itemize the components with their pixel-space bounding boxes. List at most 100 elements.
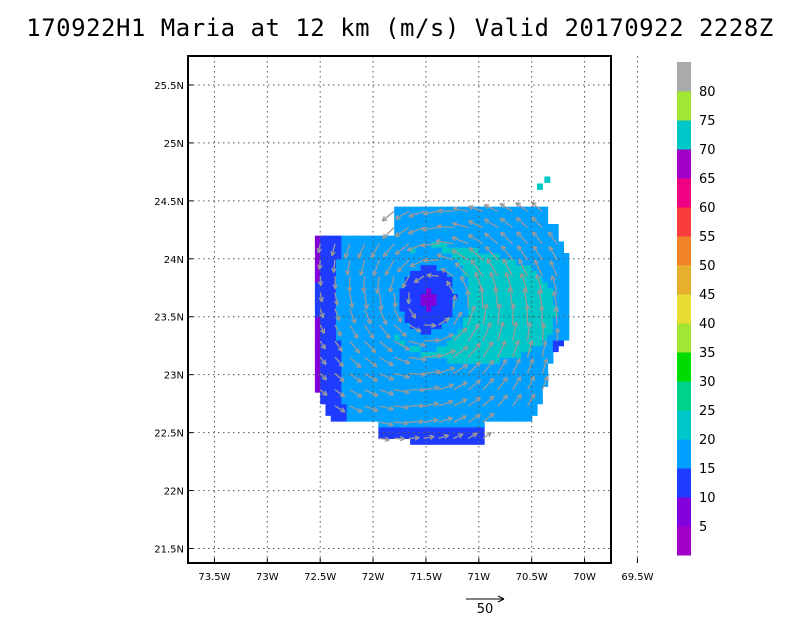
wind-speed-cell <box>447 328 453 335</box>
wind-speed-cell <box>499 386 506 393</box>
x-tick-label: 72W <box>362 572 385 583</box>
wind-speed-cell <box>362 247 369 254</box>
wind-speed-cell <box>468 253 475 260</box>
wind-speed-cell <box>484 334 490 341</box>
wind-speed-cell <box>410 206 416 214</box>
wind-vector <box>438 416 453 423</box>
wind-speed-cell <box>510 264 517 271</box>
wind-speed-cell <box>484 409 490 416</box>
wind-speed-cell <box>420 229 427 237</box>
wind-speed-cell <box>383 247 390 254</box>
wind-speed-cell <box>346 264 353 271</box>
wind-speed-cell <box>425 229 432 237</box>
wind-speed-cell <box>346 310 353 318</box>
wind-speed-cell <box>473 328 480 335</box>
wind-speed-cell <box>499 293 506 300</box>
wind-speed-cell <box>468 264 475 271</box>
x-tick-label: 70.5W <box>516 572 548 583</box>
wind-speed-cell <box>473 438 480 445</box>
wind-speed-cell <box>552 247 559 254</box>
wind-speed-cell <box>505 316 512 324</box>
wind-vector <box>318 292 324 303</box>
wind-speed-cell <box>314 281 321 289</box>
wind-speed-cell <box>484 392 490 399</box>
wind-speed-cell <box>478 281 485 289</box>
wind-speed-cell <box>341 270 348 277</box>
wind-speed-cell <box>320 345 327 353</box>
wind-speed-cell <box>505 305 512 312</box>
wind-speed-cell <box>410 276 416 283</box>
wind-speed-cell <box>489 409 496 416</box>
wind-speed-cell <box>431 357 438 364</box>
wind-speed-cell <box>521 264 527 271</box>
wind-vector <box>319 389 328 396</box>
wind-speed-cell <box>425 374 432 382</box>
wind-speed-cell <box>484 224 490 231</box>
wind-speed-cell <box>494 380 501 387</box>
wind-speed-cell <box>494 241 501 248</box>
wind-speed-cell <box>410 368 416 376</box>
wind-speed-cell <box>436 281 443 289</box>
wind-speed-cell <box>462 386 469 393</box>
wind-speed-cell <box>394 293 401 300</box>
wind-speed-cell <box>314 253 321 260</box>
wind-speed-cell <box>558 276 565 283</box>
wind-speed-cell <box>505 357 512 364</box>
wind-speed-cell <box>478 258 485 266</box>
wind-vector <box>423 417 439 424</box>
wind-speed-cell <box>351 270 358 277</box>
wind-speed-cell <box>489 351 496 358</box>
wind-speed-cell <box>367 281 374 289</box>
wind-speed-cell <box>536 258 543 266</box>
wind-speed-cell <box>473 351 480 358</box>
wind-speed-cell <box>552 276 559 283</box>
wind-speed-cell <box>351 328 358 335</box>
wind-speed-cell <box>415 299 422 306</box>
wind-speed-cell <box>499 316 506 324</box>
wind-speed-cell <box>336 241 342 248</box>
wind-speed-cell <box>367 380 374 387</box>
wind-speed-cell <box>547 276 554 283</box>
wind-speed-cell <box>399 415 406 422</box>
wind-speed-cell <box>346 345 353 353</box>
wind-speed-cell <box>415 229 422 237</box>
wind-speed-cell <box>388 258 395 266</box>
wind-speed-cell <box>314 357 321 364</box>
wind-speed-cell <box>547 351 554 358</box>
wind-speed-cell <box>362 397 369 405</box>
wind-speed-cell <box>383 380 390 387</box>
wind-speed-cell <box>563 264 570 271</box>
wind-vector <box>502 258 514 277</box>
wind-speed-cell <box>478 426 485 434</box>
wind-speed-cell <box>436 397 443 405</box>
wind-speed-cell <box>515 386 522 393</box>
wind-speed-cell <box>420 322 427 329</box>
wind-vector <box>379 356 394 367</box>
wind-vector <box>440 267 454 277</box>
wind-speed-cell <box>521 415 527 422</box>
wind-speed-cell <box>452 380 459 387</box>
wind-speed-cell <box>394 374 401 382</box>
wind-speed-cell <box>388 293 395 300</box>
wind-speed-cell <box>478 276 485 283</box>
wind-speed-cell <box>505 253 512 260</box>
wind-speed-cell <box>415 380 422 387</box>
wind-speed-cell <box>410 258 416 266</box>
wind-vector <box>401 275 410 289</box>
wind-speed-cell <box>415 322 422 329</box>
wind-speed-cell <box>314 374 321 382</box>
wind-speed-cell <box>452 357 459 364</box>
wind-speed-cell <box>542 328 549 335</box>
colorbar-label: 5 <box>699 520 707 535</box>
wind-speed-cell <box>346 328 353 335</box>
wind-speed-cell <box>336 392 342 399</box>
wind-speed-cell <box>457 403 464 411</box>
wind-speed-cell <box>410 421 416 428</box>
wind-speed-cell <box>410 293 416 300</box>
wind-speed-cell <box>441 310 448 318</box>
wind-speed-cell <box>478 212 485 219</box>
wind-speed-cell <box>436 287 443 295</box>
wind-speed-cell <box>452 345 459 353</box>
wind-speed-cell <box>462 276 469 283</box>
wind-speed-cell <box>452 392 459 399</box>
